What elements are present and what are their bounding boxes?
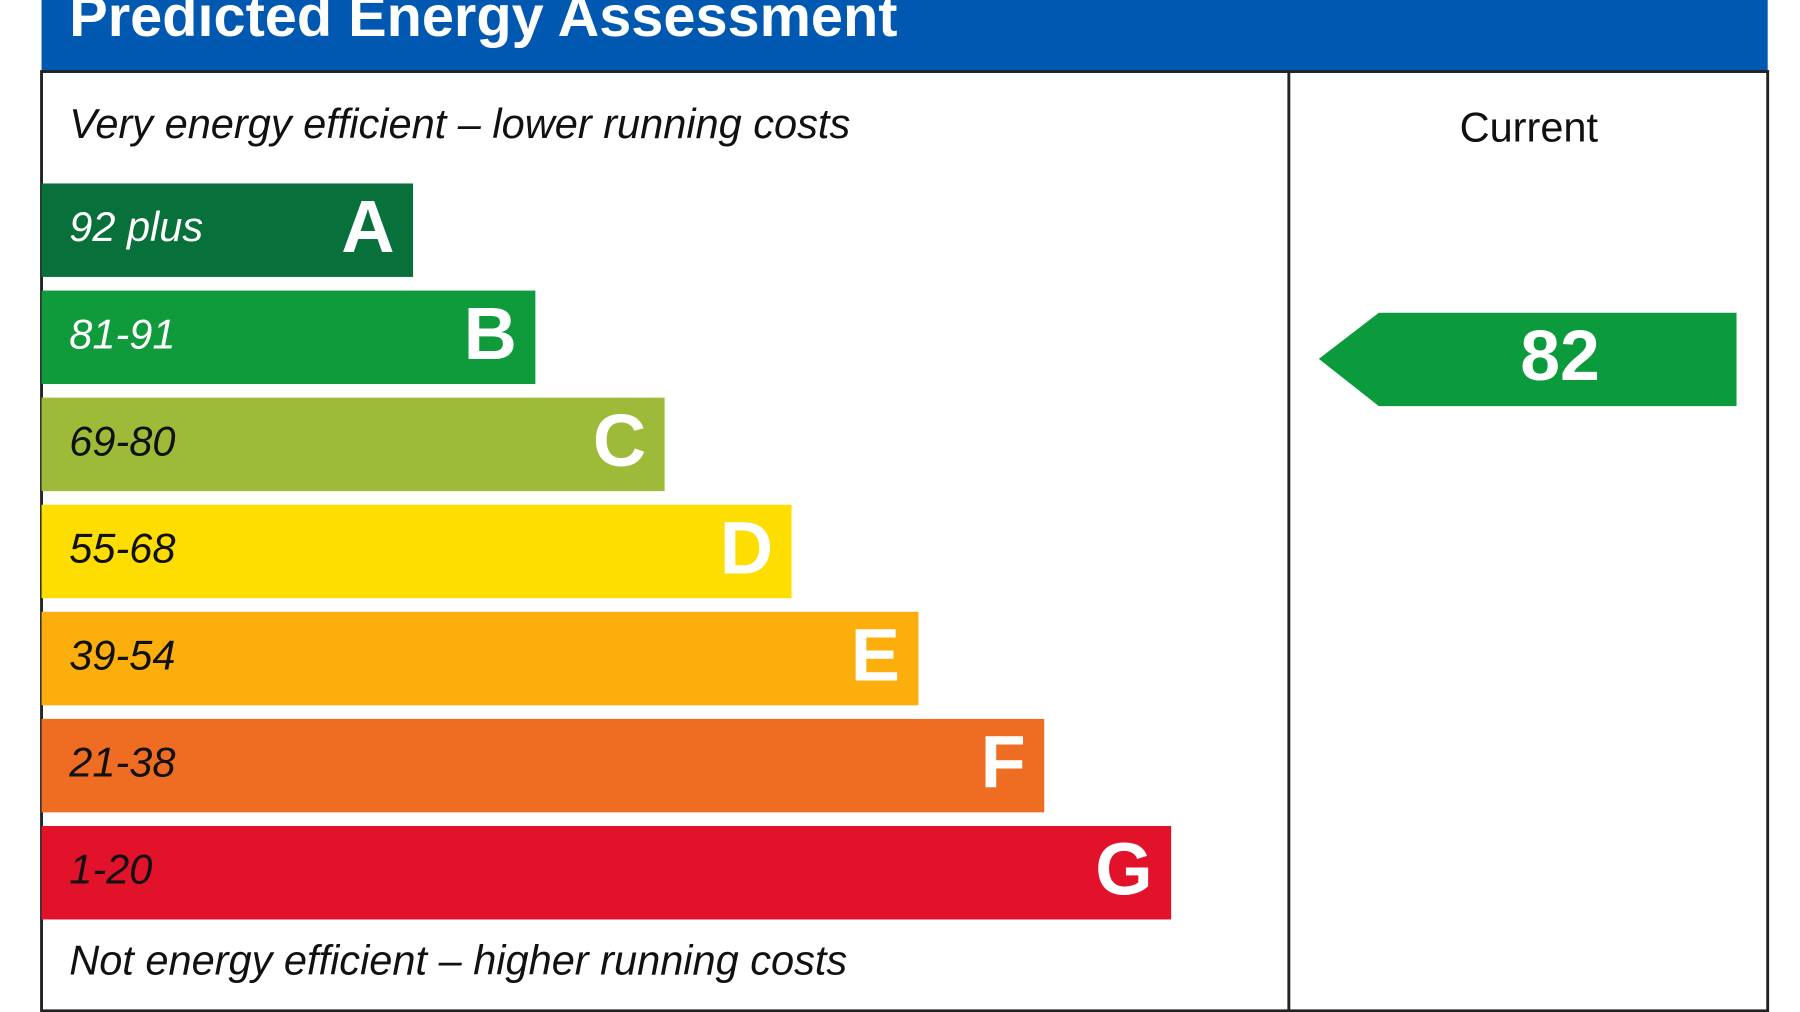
column-header: Current (1460, 103, 1599, 150)
current-arrow (1318, 312, 1737, 407)
band-letter: F (981, 720, 1026, 803)
band-letter: D (720, 506, 773, 589)
band-bar (41, 290, 536, 385)
band-bar (41, 718, 1045, 813)
top-note: Very energy efficient – lower running co… (69, 100, 850, 147)
band-letter: C (593, 399, 646, 482)
current-rating: 82 (1520, 316, 1600, 396)
band-bar (41, 504, 792, 599)
band-range: 55-68 (69, 524, 175, 571)
band-range: 92 plus (69, 203, 203, 250)
header-bar (41, 0, 1768, 72)
band-range: 1-20 (69, 846, 152, 893)
band-bar (41, 825, 1172, 920)
band-bar (41, 611, 919, 706)
band-range: 81-91 (69, 310, 175, 357)
band-bar (41, 183, 414, 277)
band-range: 21-38 (68, 739, 175, 786)
band-letter: E (851, 613, 900, 696)
band-letter: G (1095, 828, 1152, 911)
band-range: 69-80 (69, 417, 175, 464)
band-letter: A (341, 185, 394, 268)
band-letter: B (464, 292, 517, 375)
bottom-note: Not energy efficient – higher running co… (69, 937, 847, 984)
band-range: 39-54 (69, 632, 175, 679)
title: Predicted Energy Assessment (69, 0, 897, 49)
band-bar (41, 397, 665, 492)
bands: 92 plus A 81-91 B 69-80 C 55-68 D 39-54 E 21-38 F 1-… (41, 183, 1172, 920)
